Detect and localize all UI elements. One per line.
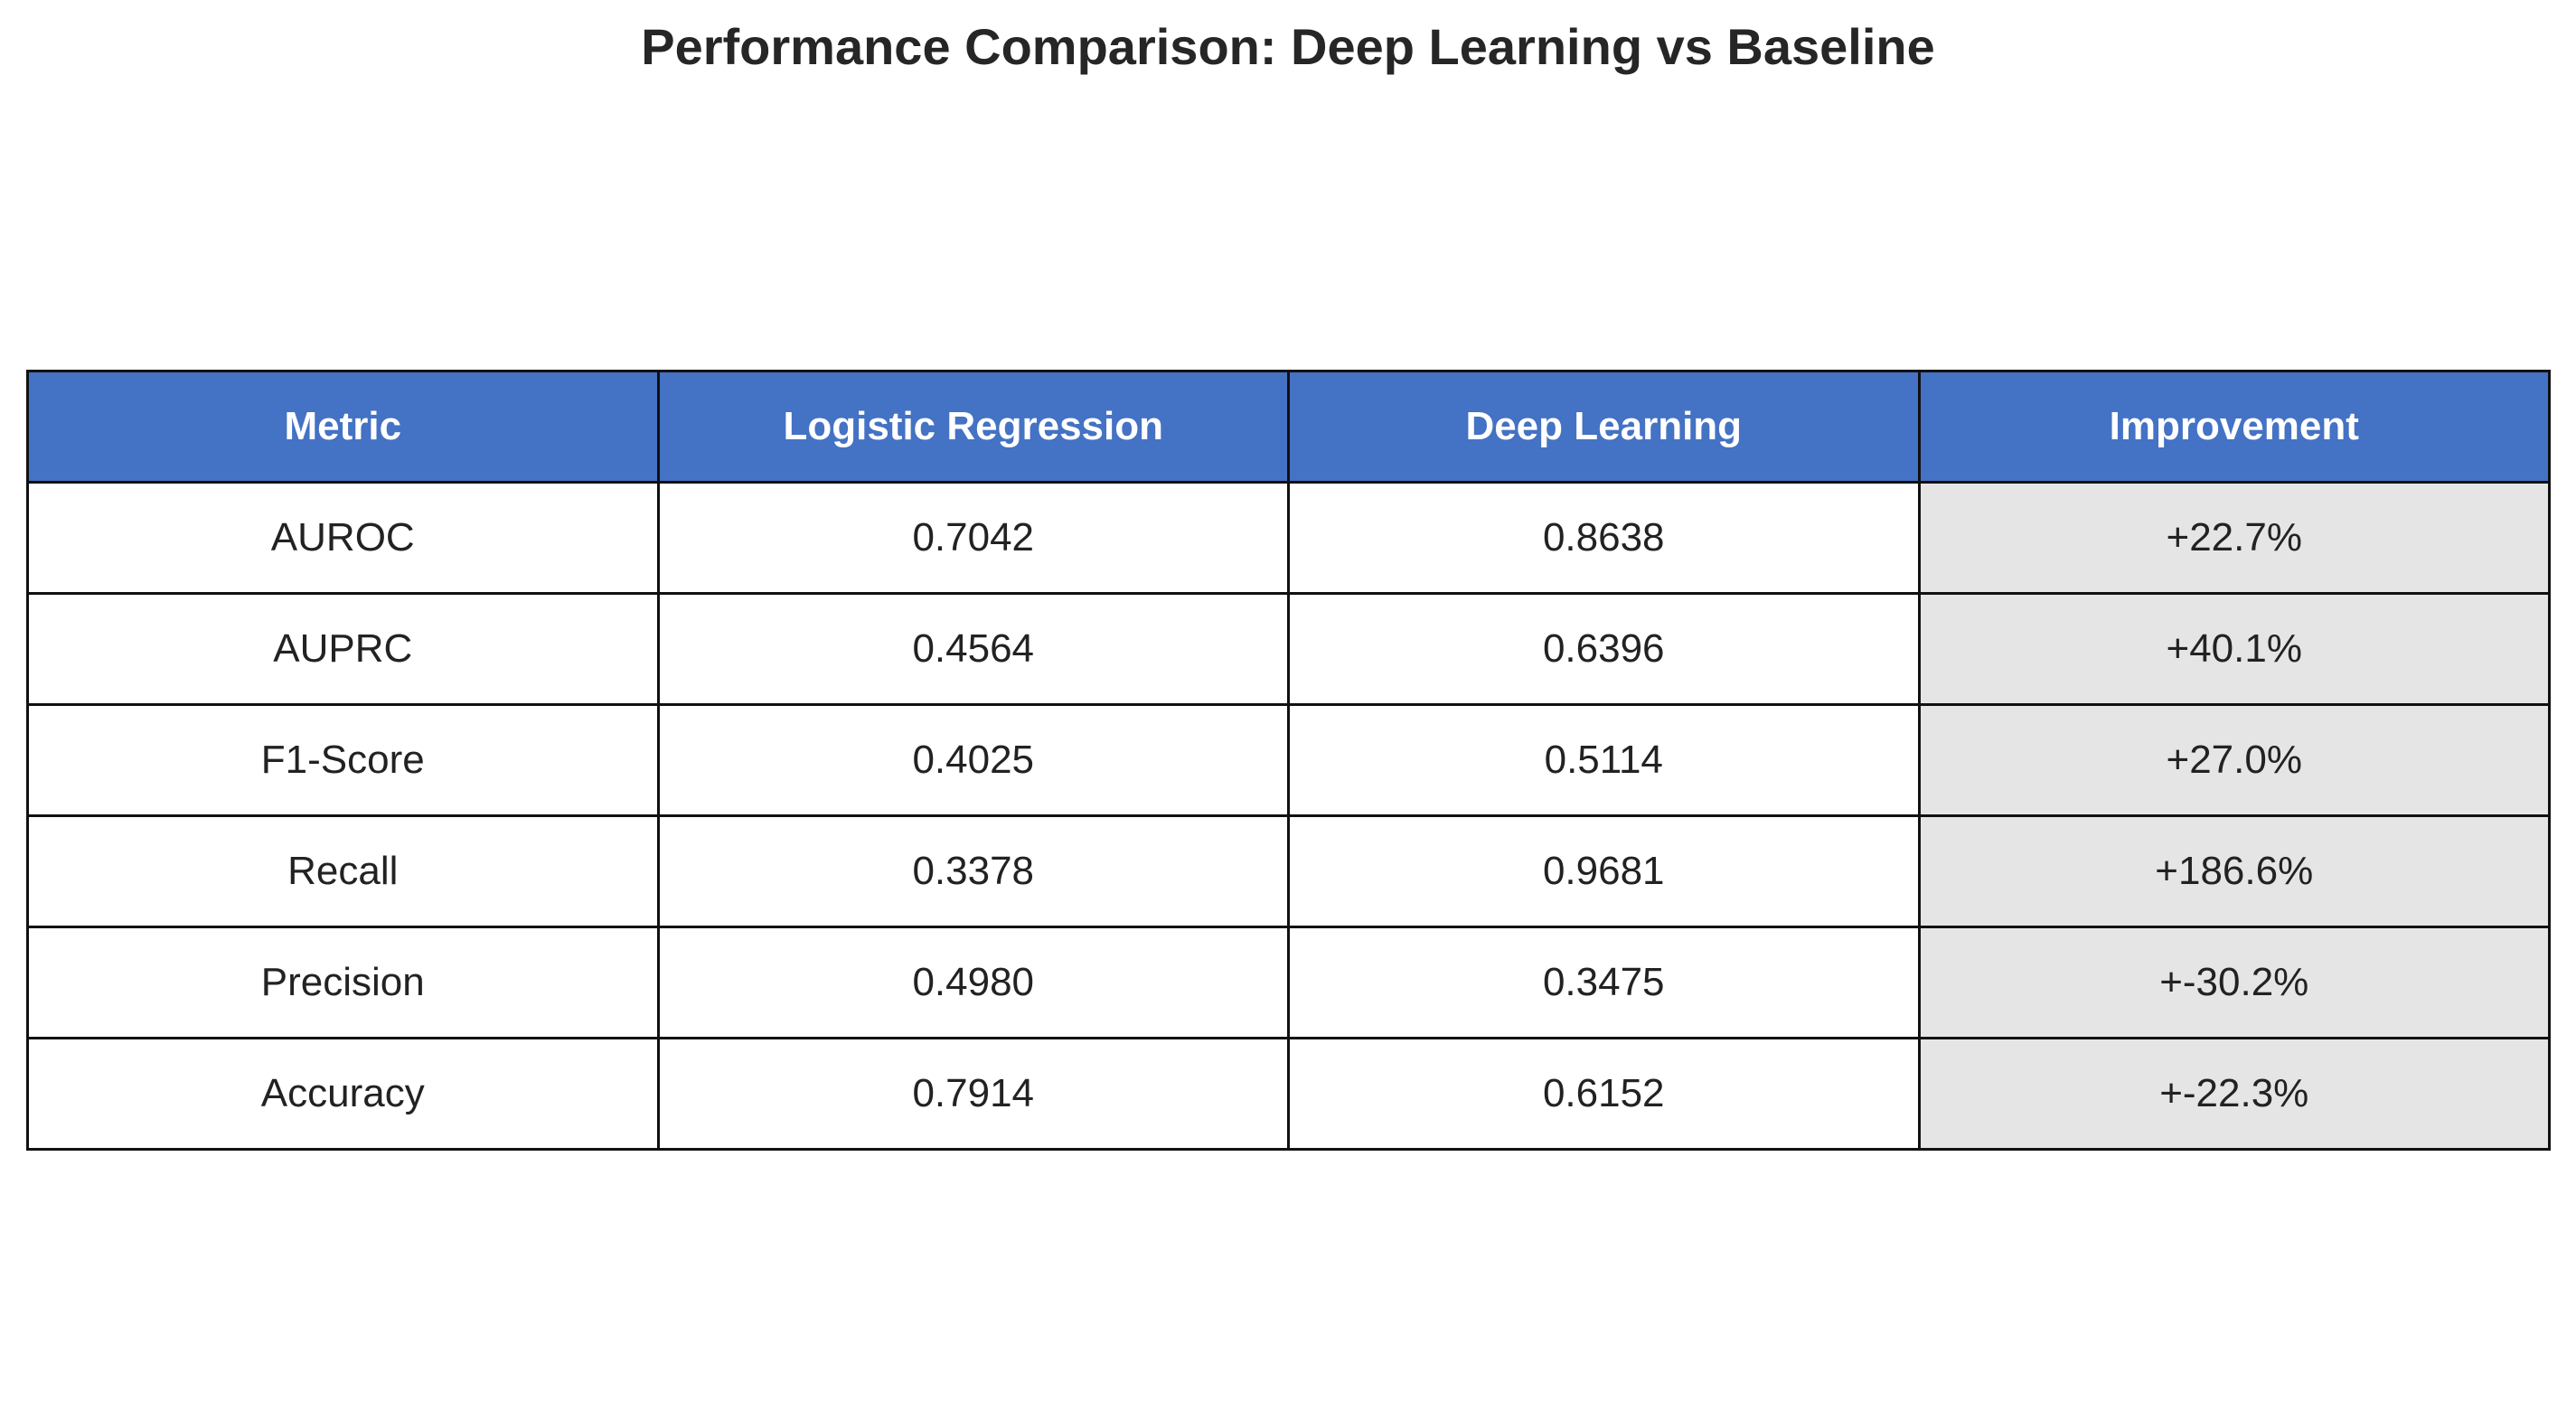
deep-learning-cell: 0.8638 bbox=[1287, 481, 1921, 595]
chart-title: Performance Comparison: Deep Learning vs… bbox=[641, 18, 1935, 75]
deep-learning-cell: 0.6396 bbox=[1287, 592, 1921, 706]
comparison-table: Metric Logistic Regression Deep Learning… bbox=[26, 370, 2551, 1151]
improvement-cell: +186.6% bbox=[1917, 814, 2551, 928]
header-logistic-regression: Logistic Regression bbox=[656, 370, 1290, 484]
table-row: AUPRC 0.4564 0.6396 +40.1% bbox=[26, 592, 2551, 706]
table-row: Recall 0.3378 0.9681 +186.6% bbox=[26, 814, 2551, 928]
table-row: F1-Score 0.4025 0.5114 +27.0% bbox=[26, 703, 2551, 817]
comparison-table-container: Metric Logistic Regression Deep Learning… bbox=[26, 370, 2551, 1151]
improvement-cell: +40.1% bbox=[1917, 592, 2551, 706]
logistic-regression-cell: 0.4980 bbox=[656, 926, 1290, 1039]
deep-learning-cell: 0.9681 bbox=[1287, 814, 1921, 928]
table-row: Precision 0.4980 0.3475 +-30.2% bbox=[26, 926, 2551, 1039]
deep-learning-cell: 0.3475 bbox=[1287, 926, 1921, 1039]
metric-cell: F1-Score bbox=[26, 703, 660, 817]
deep-learning-cell: 0.5114 bbox=[1287, 703, 1921, 817]
logistic-regression-cell: 0.3378 bbox=[656, 814, 1290, 928]
logistic-regression-cell: 0.7914 bbox=[656, 1037, 1290, 1151]
metric-cell: AUROC bbox=[26, 481, 660, 595]
improvement-cell: +22.7% bbox=[1917, 481, 2551, 595]
logistic-regression-cell: 0.4025 bbox=[656, 703, 1290, 817]
metric-cell: Recall bbox=[26, 814, 660, 928]
metric-cell: Accuracy bbox=[26, 1037, 660, 1151]
logistic-regression-cell: 0.4564 bbox=[656, 592, 1290, 706]
improvement-cell: +27.0% bbox=[1917, 703, 2551, 817]
metric-cell: Precision bbox=[26, 926, 660, 1039]
header-row: Metric Logistic Regression Deep Learning… bbox=[26, 370, 2551, 484]
header-metric: Metric bbox=[26, 370, 660, 484]
table-row: Accuracy 0.7914 0.6152 +-22.3% bbox=[26, 1037, 2551, 1151]
header-improvement: Improvement bbox=[1917, 370, 2551, 484]
logistic-regression-cell: 0.7042 bbox=[656, 481, 1290, 595]
improvement-cell: +-30.2% bbox=[1917, 926, 2551, 1039]
deep-learning-cell: 0.6152 bbox=[1287, 1037, 1921, 1151]
table-row: AUROC 0.7042 0.8638 +22.7% bbox=[26, 481, 2551, 595]
header-deep-learning: Deep Learning bbox=[1287, 370, 1921, 484]
improvement-cell: +-22.3% bbox=[1917, 1037, 2551, 1151]
metric-cell: AUPRC bbox=[26, 592, 660, 706]
